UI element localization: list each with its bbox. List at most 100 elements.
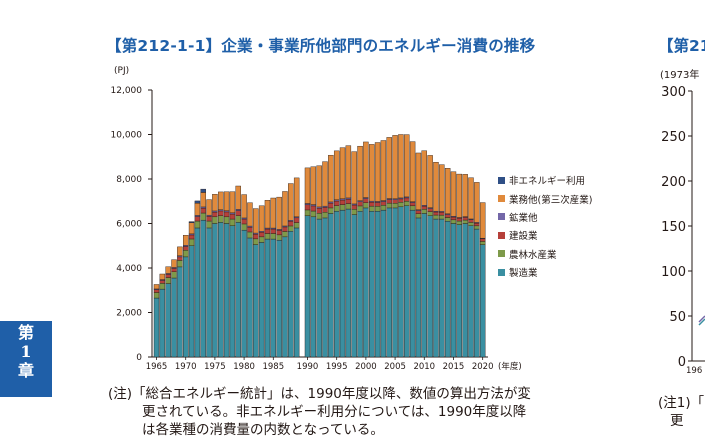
bar-segment: [223, 191, 230, 211]
x-tick-label: 2000: [355, 362, 377, 372]
y-tick-label: 6,000: [116, 220, 142, 230]
chart-title: 【第212-1-1】企業・事業所他部門のエネルギー消費の推移: [106, 37, 536, 55]
bar-segment: [433, 161, 439, 212]
bar-segment: [456, 173, 463, 218]
bar-segment: [415, 152, 422, 210]
legend-item: 鉱業他: [498, 208, 592, 226]
x-tick-label: 1990: [297, 362, 319, 372]
y-tick-label: 10,000: [111, 131, 143, 141]
x-axis-label: (年度): [498, 361, 522, 372]
bar-segment: [357, 145, 363, 201]
bar-segment: [177, 246, 183, 256]
next-chart-note: (注1)「 更: [658, 394, 704, 430]
note-line: (注1)「: [658, 395, 705, 411]
next-series-line: [698, 315, 705, 323]
legend-label: 製造業: [509, 268, 538, 280]
bar-segment: [450, 171, 457, 217]
next-y-tick-label: 0: [678, 355, 686, 370]
bar-segment: [304, 167, 311, 204]
note-line: 更されている。非エネルギー利用分については、1990年度以降: [142, 404, 527, 420]
bar-segment: [194, 200, 201, 204]
bar-segment: [247, 202, 253, 227]
bar-segment: [159, 273, 166, 280]
bar-segment: [188, 221, 195, 223]
bar-segment: [264, 200, 271, 229]
x-tick-label: 2010: [413, 362, 435, 372]
bar-segment: [462, 174, 468, 217]
bar-segment: [345, 145, 352, 199]
legend-item: 建設業: [498, 226, 592, 244]
bar-segment: [270, 197, 277, 229]
y-tick-label: 4,000: [116, 264, 142, 274]
bar-segment: [421, 150, 427, 206]
bar-segment: [206, 199, 212, 216]
bar-segment: [439, 164, 445, 212]
bar-segment: [404, 134, 410, 198]
next-chart-title: 【第212: [658, 37, 705, 55]
y-tick-label: 2,000: [116, 309, 142, 319]
y-tick-label: 12,000: [111, 86, 143, 96]
chapter-tab-char: 1: [20, 342, 32, 361]
bar-segment: [333, 150, 340, 201]
x-tick-label: 1975: [204, 362, 226, 372]
chapter-tab-char: 章: [17, 361, 34, 380]
next-y-tick-label: 250: [661, 130, 686, 145]
legend-item: 農林水産業: [498, 245, 592, 263]
x-tick-label: 1965: [146, 362, 168, 372]
chapter-tab-char: 第: [17, 323, 34, 342]
x-tick-label: 2005: [384, 362, 406, 372]
bar-segment: [200, 188, 206, 193]
y-tick-label: 8,000: [116, 175, 142, 185]
bar-segment: [409, 141, 416, 202]
legend-label: 鉱業他: [509, 212, 538, 224]
x-tick-label: 1970: [175, 362, 197, 372]
bar-segment: [241, 194, 247, 219]
bar-segment: [386, 137, 392, 199]
bar-segment: [282, 191, 288, 227]
bar-segment: [328, 154, 334, 203]
bar-segment: [171, 259, 177, 268]
legend-swatch: [498, 268, 505, 276]
x-tick-label: 2015: [443, 362, 465, 372]
bar-segment: [363, 141, 369, 198]
x-tick-label: 1980: [233, 362, 255, 372]
chapter-tab: 第 1 章: [0, 321, 52, 397]
bar-segment: [479, 202, 486, 239]
bar-segment: [288, 183, 294, 221]
bar-segment: [322, 161, 328, 207]
chart-legend: 非エネルギー利用 業務他(第三次産業) 鉱業他建設業農林水産業製造業: [498, 171, 592, 281]
next-y-tick-label: 150: [661, 220, 686, 235]
bar-segment: [182, 235, 189, 246]
bar-segment: [276, 196, 282, 230]
bar-segment: [380, 140, 387, 201]
legend-swatch: [498, 231, 505, 239]
next-series-line: [698, 318, 705, 326]
bar-segment: [369, 144, 375, 202]
x-tick-label: 1995: [326, 362, 348, 372]
bar-segment: [468, 177, 474, 220]
bar-segment: [253, 208, 259, 234]
bar-segment: [398, 134, 404, 199]
bar-segment: [392, 135, 398, 199]
bar-segment: [153, 284, 160, 290]
bar-segment: [374, 142, 381, 202]
next-y-tick-label: 300: [661, 85, 686, 100]
legend-swatch: [498, 195, 505, 203]
legend-label: 農林水産業: [509, 249, 557, 261]
bar-segment: [474, 182, 480, 223]
bar-segment: [339, 147, 346, 200]
bar-segment: [427, 155, 433, 208]
next-chart-unit: (1973年: [660, 70, 700, 81]
bar-segment: [316, 165, 322, 208]
legend-item: 製造業: [498, 263, 592, 281]
bar-segment: [444, 168, 451, 215]
legend-swatch: [498, 176, 505, 184]
next-y-tick-label: 100: [661, 265, 686, 280]
legend-label: 非エネルギー利用: [509, 176, 586, 188]
y-axis-unit: (PJ): [114, 66, 130, 76]
next-y-tick-label: 200: [661, 175, 686, 190]
legend-item: 業務他(第三次産業): [498, 189, 592, 207]
legend-swatch: [498, 250, 505, 258]
x-tick-label: 2020: [472, 362, 494, 372]
